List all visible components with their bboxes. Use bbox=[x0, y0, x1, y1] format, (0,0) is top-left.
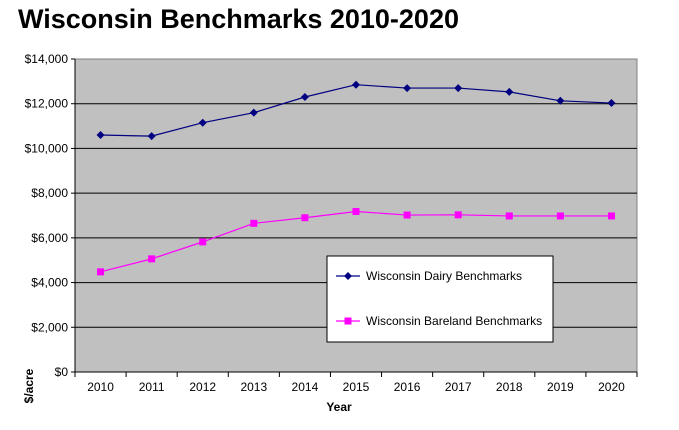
y-tick-label: $6,000 bbox=[31, 231, 68, 245]
legend: Wisconsin Dairy Benchmarks Wisconsin Bare… bbox=[326, 255, 554, 343]
data-point bbox=[352, 80, 360, 89]
series-dairy bbox=[96, 80, 616, 141]
legend-label: Wisconsin Dairy Benchmarks bbox=[366, 269, 522, 283]
data-point bbox=[607, 99, 616, 108]
y-axis: $0 $2,000 $4,000 $6,000 $8,000 $10,000 $12,000… bbox=[25, 52, 76, 379]
legend-marker bbox=[344, 272, 352, 280]
x-tick-label: 2019 bbox=[547, 380, 574, 394]
series-bareland bbox=[97, 207, 615, 276]
data-point bbox=[148, 255, 156, 263]
legend-box bbox=[326, 255, 554, 343]
y-tick-label: $14,000 bbox=[25, 52, 69, 66]
data-point bbox=[300, 93, 309, 102]
legend-marker bbox=[344, 317, 352, 325]
data-point bbox=[147, 132, 156, 141]
y-tick-label: $10,000 bbox=[25, 141, 69, 155]
x-tick-label: 2011 bbox=[139, 380, 165, 394]
data-point bbox=[96, 131, 105, 140]
y-tick-label: $2,000 bbox=[31, 320, 68, 334]
y-tick-label: $4,000 bbox=[31, 276, 68, 290]
data-point bbox=[556, 96, 565, 105]
x-tick-label: 2018 bbox=[496, 380, 523, 394]
x-tick-label: 2016 bbox=[394, 380, 421, 394]
data-point bbox=[607, 212, 615, 220]
x-tick-label: 2010 bbox=[87, 380, 114, 394]
x-tick-label: 2020 bbox=[598, 380, 625, 394]
data-point bbox=[301, 214, 309, 222]
x-tick-label: 2017 bbox=[445, 380, 472, 394]
series-layer bbox=[96, 80, 616, 276]
data-point bbox=[505, 87, 514, 96]
x-tick-label: 2014 bbox=[292, 380, 319, 394]
y-tick-label: $12,000 bbox=[25, 97, 69, 111]
data-point bbox=[249, 108, 258, 117]
data-point bbox=[454, 211, 462, 219]
y-tick-label: $8,000 bbox=[31, 186, 68, 200]
data-point bbox=[403, 84, 412, 93]
data-point bbox=[352, 207, 360, 215]
data-point bbox=[97, 268, 105, 276]
data-point bbox=[454, 84, 463, 93]
data-point bbox=[199, 238, 207, 246]
x-axis: 2010 2011 2012 2013 2014 2015 2016 2017 2018 2019… bbox=[74, 371, 638, 394]
x-tick-label: 2013 bbox=[240, 380, 267, 394]
data-point bbox=[198, 118, 207, 127]
y-axis-label: $/acre bbox=[22, 368, 36, 403]
legend-label: Wisconsin Bareland Benchmarks bbox=[366, 314, 542, 328]
data-point bbox=[505, 212, 513, 220]
data-point bbox=[403, 211, 411, 219]
data-point bbox=[250, 219, 258, 227]
x-tick-label: 2012 bbox=[189, 380, 216, 394]
x-tick-label: 2015 bbox=[343, 380, 370, 394]
chart-title: Wisconsin Benchmarks 2010-2020 bbox=[18, 4, 459, 34]
data-point bbox=[556, 212, 564, 220]
x-axis-label: Year bbox=[326, 400, 352, 414]
y-tick-label: $0 bbox=[55, 365, 69, 379]
